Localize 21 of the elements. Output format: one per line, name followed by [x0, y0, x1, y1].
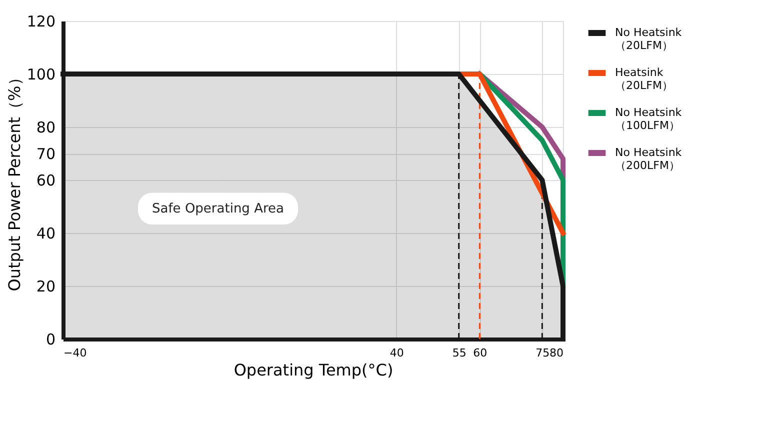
x-tick-label: −40	[64, 346, 87, 360]
x-tick-label: 75	[536, 346, 550, 360]
y-tick-label: 70	[36, 145, 56, 163]
x-axis-title: Operating Temp(°C)	[234, 360, 394, 380]
y-tick-label: 20	[36, 278, 56, 296]
x-tick-label: 55	[452, 346, 466, 360]
x-tick-label: 40	[390, 346, 404, 360]
y-axis-title: Output Power Percent（%）	[4, 70, 24, 292]
annotation: Safe Operating Area	[152, 202, 284, 217]
y-tick-label: 0	[46, 330, 56, 348]
y-tick-label: 120	[26, 12, 56, 30]
x-tick-label: 60	[473, 346, 488, 360]
y-tick-label: 80	[36, 118, 56, 136]
legend-label: Heatsink （20LFM）	[615, 66, 673, 92]
y-tick-label: 40	[36, 224, 56, 242]
legend-label: No Heatsink （100LFM）	[615, 106, 682, 132]
legend-label: No Heatsink （20LFM）	[615, 26, 682, 52]
x-tick-label: 80	[550, 346, 564, 360]
y-tick-label: 60	[36, 172, 56, 190]
y-tick-label: 100	[26, 66, 56, 84]
legend-label: No Heatsink （200LFM）	[615, 146, 682, 172]
